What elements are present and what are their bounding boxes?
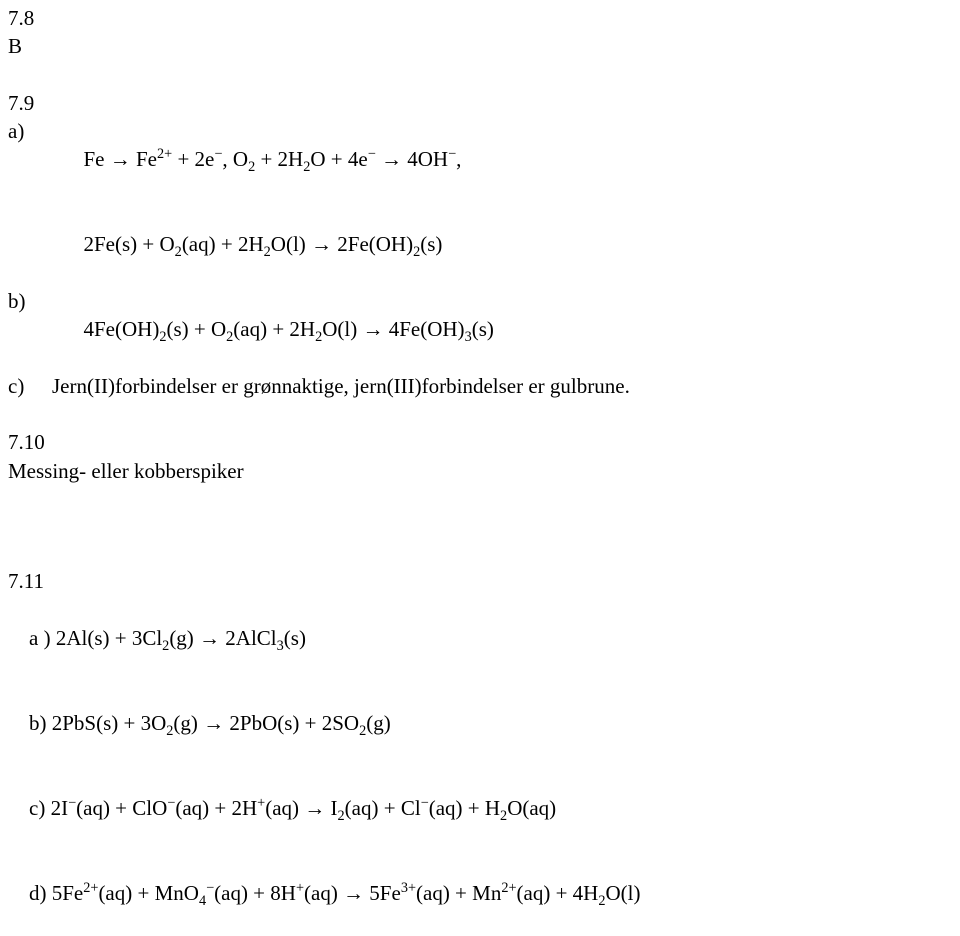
eq-text: 2Fe(s) + O2(aq) + 2H2O(l) → 2Fe(OH)2(s) (52, 202, 442, 287)
section-7-8-letter: B (8, 32, 952, 60)
label-c: c) (8, 372, 52, 400)
item-7-11-d: d) 5Fe2+(aq) + MnO4−(aq) + 8H+(aq) → 5Fe… (8, 851, 952, 936)
label-a: a ) (29, 626, 51, 650)
item-7-11-c: c) 2I−(aq) + ClO−(aq) + 2H+(aq) → I2(aq)… (8, 766, 952, 851)
eq-text: 5Fe2+(aq) + MnO4−(aq) + 8H+(aq) → 5Fe3+(… (47, 881, 641, 905)
eq-text: Fe → Fe2+ + 2e−, O2 + 2H2O + 4e− → 4OH−, (52, 117, 461, 202)
eq-text: 2Al(s) + 3Cl2(g) → 2AlCl3(s) (51, 626, 306, 650)
label-d: d) (29, 881, 47, 905)
eq-text: 2PbS(s) + 3O2(g) → 2PbO(s) + 2SO2(g) (47, 711, 391, 735)
item-7-9-a-line2: 2Fe(s) + O2(aq) + 2H2O(l) → 2Fe(OH)2(s) (8, 202, 952, 287)
eq-text: 2I−(aq) + ClO−(aq) + 2H+(aq) → I2(aq) + … (45, 796, 556, 820)
label-c: c) (29, 796, 45, 820)
section-7-10-text: Messing- eller kobberspiker (8, 457, 952, 485)
item-7-11-a: a ) 2Al(s) + 3Cl2(g) → 2AlCl3(s) (8, 596, 952, 681)
eq-text: 4Fe(OH)2(s) + O2(aq) + 2H2O(l) → 4Fe(OH)… (52, 287, 494, 372)
item-7-11-b: b) 2PbS(s) + 3O2(g) → 2PbO(s) + 2SO2(g) (8, 681, 952, 766)
item-7-9-a-line1: a) Fe → Fe2+ + 2e−, O2 + 2H2O + 4e− → 4O… (8, 117, 952, 202)
item-7-9-c: c) Jern(II)forbindelser er grønnaktige, … (8, 372, 952, 400)
section-7-8-number: 7.8 (8, 4, 952, 32)
section-7-11-number: 7.11 (8, 567, 952, 595)
document-page: 7.8 B 7.9 a) Fe → Fe2+ + 2e−, O2 + 2H2O … (0, 0, 960, 936)
label-b: b) (29, 711, 47, 735)
eq-text: Jern(II)forbindelser er grønnaktige, jer… (52, 372, 630, 400)
section-7-10-number: 7.10 (8, 428, 952, 456)
item-7-9-b: b) 4Fe(OH)2(s) + O2(aq) + 2H2O(l) → 4Fe(… (8, 287, 952, 372)
label-b: b) (8, 287, 52, 315)
section-7-9-number: 7.9 (8, 89, 952, 117)
label-a: a) (8, 117, 52, 145)
